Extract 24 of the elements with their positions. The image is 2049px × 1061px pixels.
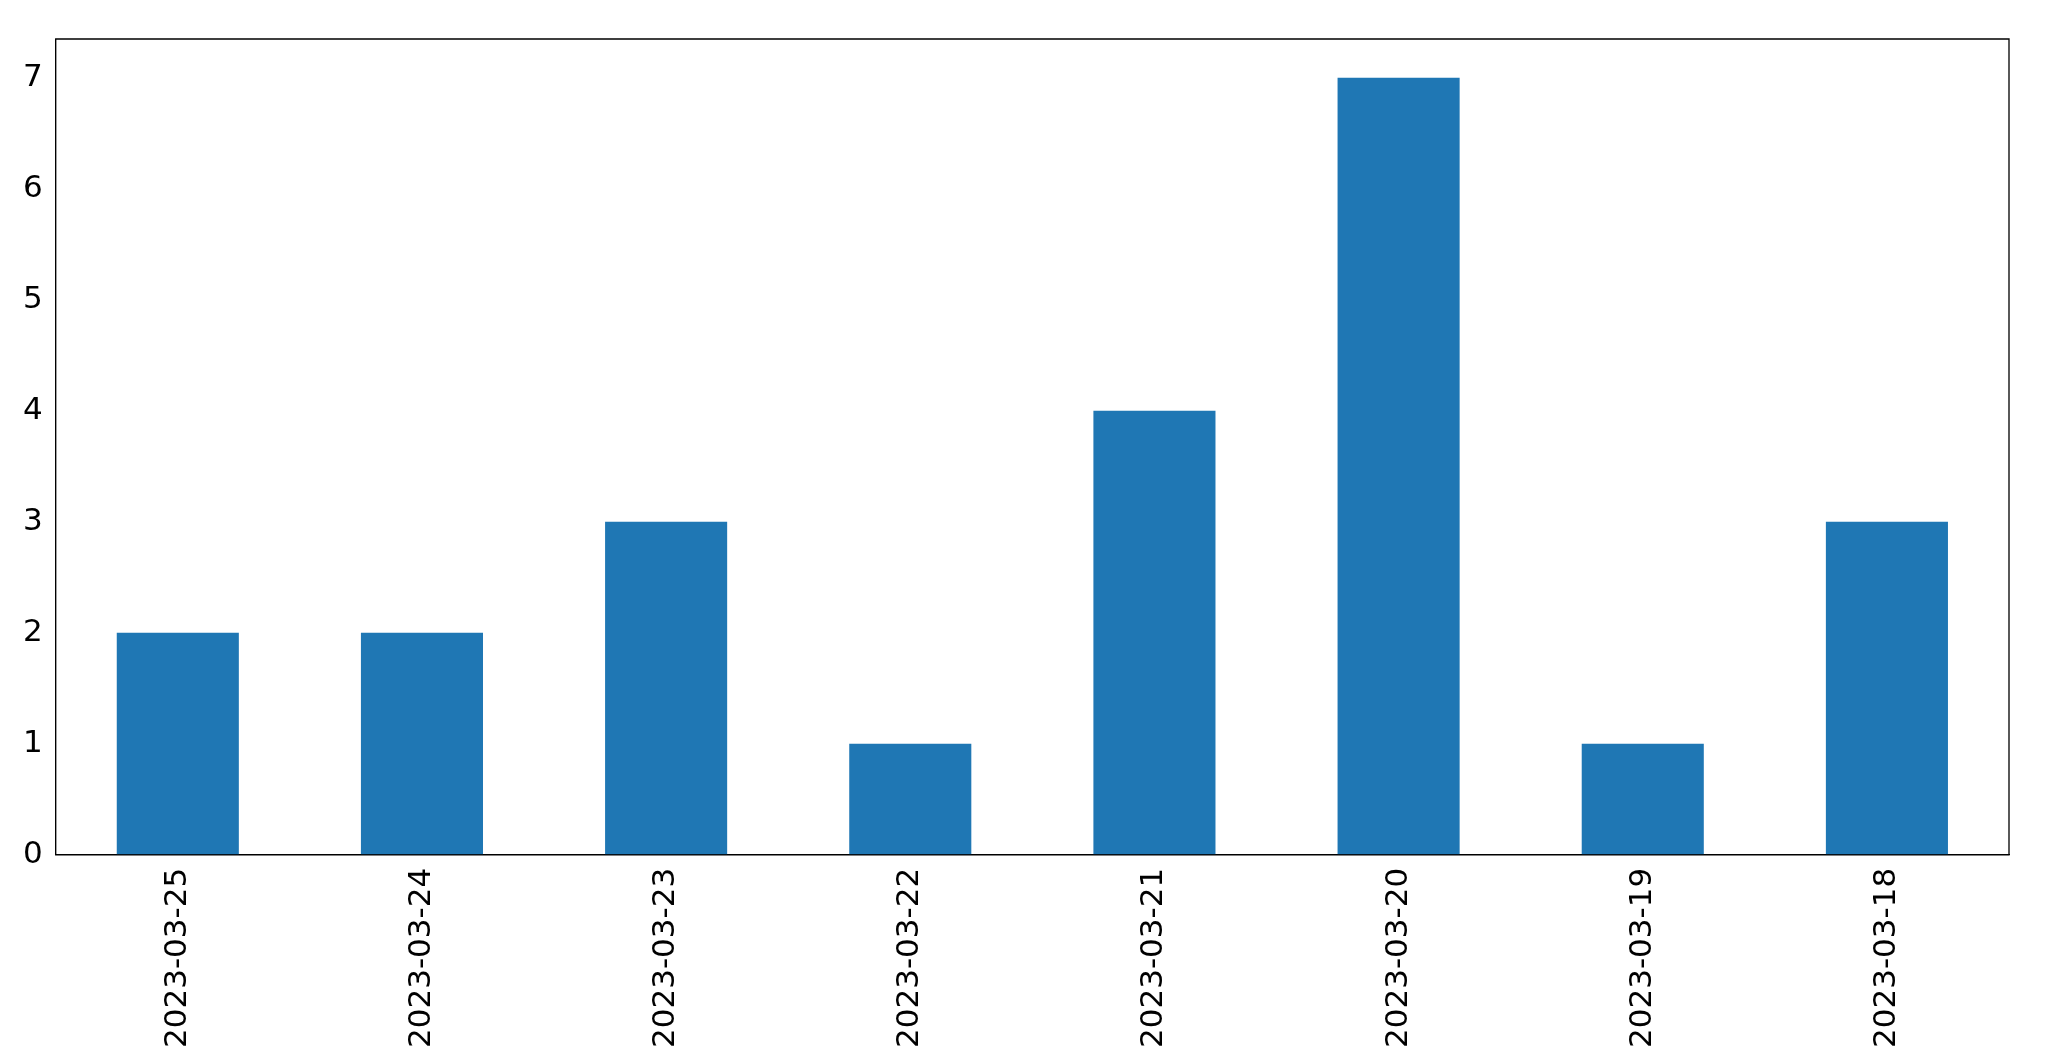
x-tick-label: 2023-03-25: [156, 867, 193, 1049]
x-tick-label: 2023-03-20: [1377, 867, 1414, 1049]
bar: [1581, 743, 1704, 855]
y-tick-label: 1: [22, 722, 43, 759]
y-tick-label: 2: [22, 611, 43, 648]
bar: [360, 632, 483, 855]
x-tick-label: 2023-03-23: [645, 867, 682, 1049]
y-tick-label: 4: [22, 389, 43, 426]
x-tick-label: 2023-03-18: [1865, 867, 1902, 1049]
y-tick-label: 7: [22, 56, 43, 93]
bar: [1093, 410, 1216, 855]
x-tick-label: 2023-03-22: [889, 867, 926, 1049]
x-tick-label: 2023-03-19: [1621, 867, 1658, 1049]
y-tick-label: 0: [22, 833, 43, 870]
bar: [1825, 521, 1948, 855]
y-tick-label: 5: [22, 278, 43, 315]
x-tick-label: 2023-03-24: [401, 867, 438, 1049]
y-tick-label: 6: [22, 167, 43, 204]
bar: [116, 632, 239, 855]
bar: [849, 743, 972, 855]
bar: [1337, 77, 1460, 855]
bar: [605, 521, 728, 855]
x-tick-label: 2023-03-21: [1133, 867, 1170, 1049]
y-tick-label: 3: [22, 500, 43, 537]
